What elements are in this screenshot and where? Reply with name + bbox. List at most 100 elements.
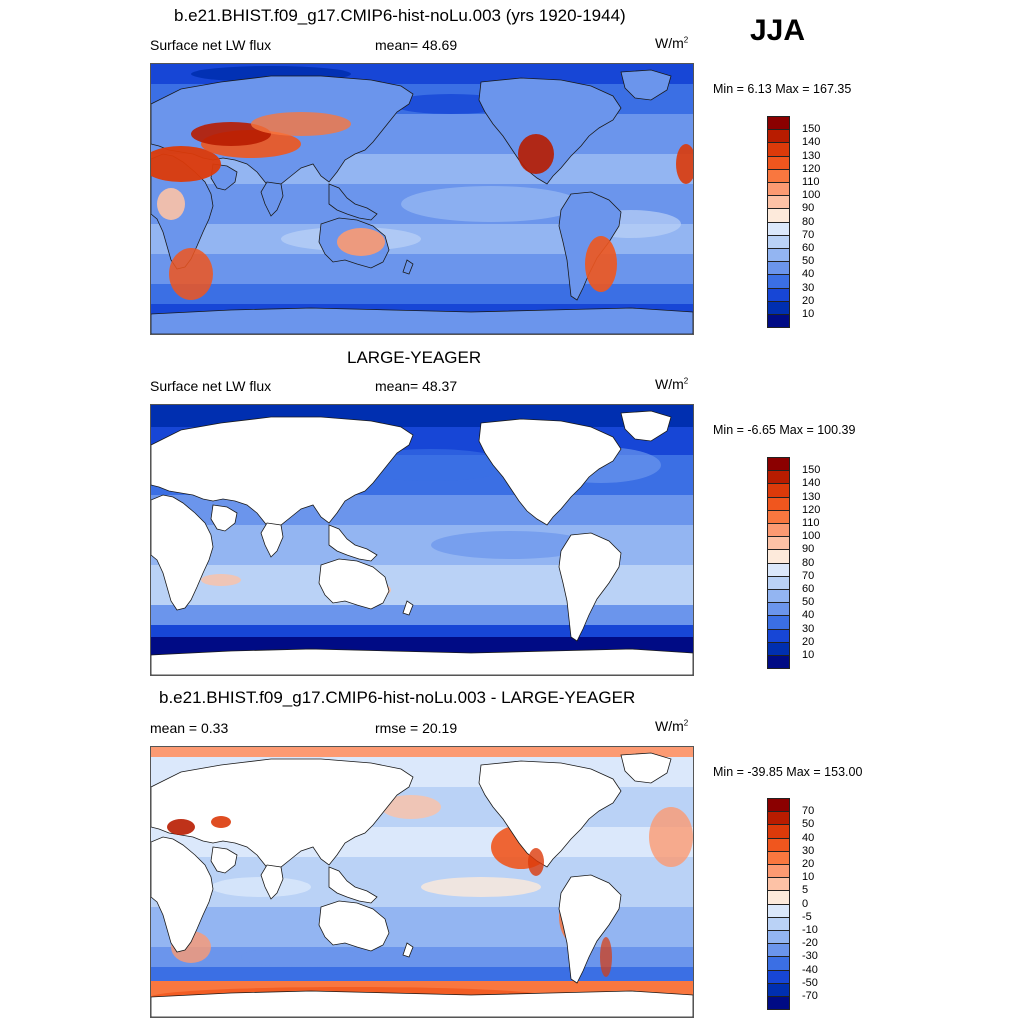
colorbar-swatch	[767, 248, 790, 263]
colorbar-tick-label: 50	[802, 596, 815, 609]
panel-2-units: W/m2	[655, 376, 689, 392]
colorbar-swatch	[767, 811, 790, 826]
continent-nz	[402, 259, 414, 275]
colorbar-tick-label: 70	[802, 805, 815, 818]
colorbar-tick-label: 140	[802, 136, 821, 149]
colorbar-swatch	[767, 837, 790, 852]
continent-greenland	[620, 410, 672, 442]
colorbar-swatch	[767, 496, 790, 511]
continent-samerica	[558, 532, 622, 642]
colorbar-swatch	[767, 575, 790, 590]
colorbar-tick-label: -5	[802, 910, 812, 923]
panel-1-colorbar	[767, 116, 790, 329]
colorbar-swatch	[767, 641, 790, 656]
season-label: JJA	[750, 14, 806, 47]
colorbar-tick-label: 40	[802, 609, 815, 622]
colorbar-swatch	[767, 996, 790, 1011]
continent-nz	[402, 942, 414, 958]
colorbar-tick-label: 50	[802, 255, 815, 268]
continent-antarctica	[151, 307, 693, 334]
panel-2-mean: mean= 48.37	[375, 378, 458, 394]
panel-1-title: b.e21.BHIST.f09_g17.CMIP6-hist-noLu.003 …	[174, 6, 626, 25]
panel-3-minmax: Min = -39.85 Max = 153.00	[713, 765, 863, 779]
colorbar-swatch	[767, 615, 790, 630]
colorbar-tick-label: 140	[802, 477, 821, 490]
colorbar-tick-label: 130	[802, 490, 821, 503]
colorbar-swatch	[767, 536, 790, 551]
colorbar-swatch	[767, 483, 790, 498]
colorbar-tick-label: 60	[802, 242, 815, 254]
panel-1-mean: mean= 48.69	[375, 37, 458, 53]
colorbar-tick-label: 20	[802, 294, 815, 307]
continent-antarctica	[151, 990, 693, 1017]
colorbar-tick-label: 90	[802, 543, 815, 556]
colorbar-tick-label: 100	[802, 530, 821, 543]
colorbar-swatch	[767, 824, 790, 839]
colorbar-tick-label: 150	[802, 123, 821, 136]
colorbar-swatch	[767, 261, 790, 276]
continent-namerica	[478, 77, 622, 185]
panel-1-map	[150, 63, 694, 335]
continent-namerica	[478, 760, 622, 868]
colorbar-swatch	[767, 798, 790, 813]
continent-nz	[402, 600, 414, 616]
colorbar-swatch	[767, 903, 790, 918]
colorbar-tick-label: 110	[802, 517, 820, 529]
colorbar-tick-label: 10	[802, 649, 815, 661]
colorbar-tick-label: 40	[802, 268, 815, 281]
panel-3-mean: mean = 0.33	[150, 720, 229, 736]
colorbar-swatch	[767, 562, 790, 577]
colorbar-tick-label: 40	[802, 831, 815, 844]
continent-eurasia	[151, 758, 414, 874]
panel-3-title: b.e21.BHIST.f09_g17.CMIP6-hist-noLu.003 …	[159, 688, 636, 707]
colorbar-swatch	[767, 969, 790, 984]
colorbar-swatch	[767, 549, 790, 564]
continent-samerica	[558, 874, 622, 984]
panel-3-map	[150, 746, 694, 1018]
continent-india	[260, 181, 284, 217]
colorbar-tick-label: 120	[802, 162, 821, 175]
colorbar-tick-label: 80	[802, 215, 815, 228]
colorbar-tick-label: 110	[802, 176, 820, 188]
colorbar-tick-label: 130	[802, 149, 821, 162]
panel-2-map	[150, 404, 694, 676]
panel-2-variable-label: Surface net LW flux	[150, 378, 272, 394]
continent-arabia	[210, 504, 238, 532]
colorbar-tick-label: 10	[802, 871, 815, 884]
colorbar-tick-label: 30	[802, 281, 815, 294]
colorbar-tick-label: 60	[802, 583, 815, 595]
continent-australia	[318, 558, 390, 610]
panel-1-variable-label: Surface net LW flux	[150, 37, 272, 53]
colorbar-tick-label: -40	[802, 963, 818, 976]
continent-africa	[151, 836, 214, 953]
colorbar-swatch	[767, 628, 790, 643]
colorbar-tick-label: 70	[802, 569, 815, 582]
panel-3-rmse: rmse = 20.19	[375, 720, 458, 736]
colorbar-swatch	[767, 221, 790, 236]
continent-namerica	[478, 418, 622, 526]
colorbar-swatch	[767, 655, 790, 670]
colorbar-swatch	[767, 589, 790, 604]
colorbar-swatch	[767, 890, 790, 905]
panel-3-units: W/m2	[655, 718, 689, 734]
continent-india	[260, 522, 284, 558]
continent-africa	[151, 494, 214, 611]
continent-seasia	[328, 524, 378, 562]
colorbar-tick-label: 30	[802, 622, 815, 635]
colorbar-swatch	[767, 602, 790, 617]
colorbar-tick-label: 150	[802, 464, 821, 477]
colorbar-tick-label: 70	[802, 228, 815, 241]
continent-india	[260, 864, 284, 900]
colorbar-tick-label: 10	[802, 308, 815, 320]
colorbar-swatch	[767, 930, 790, 945]
colorbar-tick-label: 20	[802, 635, 815, 648]
colorbar-tick-label: -70	[802, 990, 818, 1002]
colorbar-swatch	[767, 956, 790, 971]
colorbar-swatch	[767, 864, 790, 879]
continent-greenland	[620, 752, 672, 784]
colorbar-swatch	[767, 168, 790, 183]
colorbar-swatch	[767, 129, 790, 144]
colorbar-tick-label: -50	[802, 976, 818, 989]
colorbar-swatch	[767, 300, 790, 315]
continent-seasia	[328, 866, 378, 904]
